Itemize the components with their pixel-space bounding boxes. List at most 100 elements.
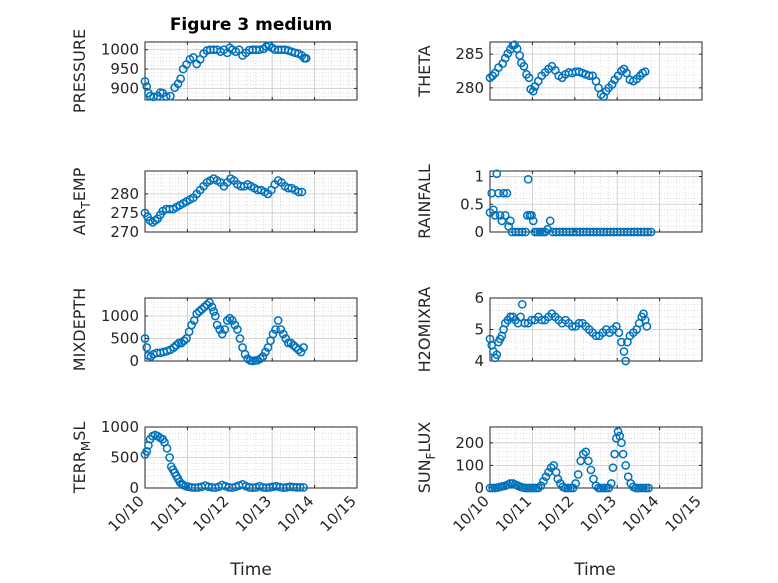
data-point xyxy=(233,325,242,334)
grid xyxy=(490,298,702,361)
data-point xyxy=(207,302,217,312)
data-point xyxy=(621,461,631,470)
data-point xyxy=(646,227,656,237)
data-point xyxy=(642,322,652,331)
subplot-2: 280 285 THETA xyxy=(415,40,703,101)
y-axis-label: AIRTEMP xyxy=(70,167,93,235)
x-tick-label: 10/13 xyxy=(232,492,275,535)
y-axis-label: H2OMIXRA xyxy=(415,287,434,373)
x-tick-label: 10/10 xyxy=(105,492,148,535)
data-point xyxy=(516,312,525,322)
x-tick-label: 10/12 xyxy=(189,492,232,535)
y-tick-label: 5 xyxy=(474,321,484,339)
data-point xyxy=(515,51,525,60)
data-point xyxy=(492,350,502,360)
data-point xyxy=(535,227,545,237)
y-tick-label: 900 xyxy=(110,79,139,97)
y-tick-label: 0 xyxy=(474,223,484,241)
y-axis-label: PRESSURE xyxy=(70,29,89,113)
data-point xyxy=(289,340,298,350)
data-point xyxy=(613,427,623,436)
data-point xyxy=(566,483,575,493)
grid xyxy=(145,171,357,232)
data-point xyxy=(500,53,510,63)
data-point xyxy=(209,307,219,316)
x-tick-label: 10/14 xyxy=(619,492,662,535)
data-point xyxy=(506,216,515,226)
data-point xyxy=(619,347,629,356)
data-point xyxy=(169,343,179,352)
data-point xyxy=(578,449,588,459)
subplot-4: 0 0.5 1 RAINFALL xyxy=(415,164,703,241)
data-point xyxy=(176,74,185,84)
data-point xyxy=(278,329,288,339)
data-point xyxy=(258,352,268,361)
data-point xyxy=(494,188,503,198)
subplot-7: 0 500 1000 10/10 10/11 10/12 10/13 10/14 10/15 TE… xyxy=(70,418,360,535)
data-point xyxy=(220,325,230,334)
data-point xyxy=(527,211,536,220)
data-point xyxy=(573,470,583,479)
data-point xyxy=(255,354,265,364)
data-point xyxy=(165,453,174,462)
data-point xyxy=(488,71,497,81)
figure-title: Figure 3 medium xyxy=(170,15,332,35)
data-point xyxy=(295,483,305,492)
data-series xyxy=(140,174,307,227)
y-tick-label: 4 xyxy=(474,352,484,370)
data-point xyxy=(142,343,152,352)
data-point xyxy=(528,216,538,226)
data-point xyxy=(591,331,601,341)
data-point xyxy=(533,483,543,493)
data-point xyxy=(215,325,224,334)
data-point xyxy=(281,334,291,343)
subplot-8: 0 100 200 10/10 10/11 10/12 10/13 10/14 10/15 SUN… xyxy=(415,422,705,536)
data-point xyxy=(192,309,202,319)
data-point xyxy=(166,91,175,101)
data-point xyxy=(522,211,532,220)
data-point xyxy=(539,476,548,486)
data-series xyxy=(485,40,650,101)
y-axis-label: SUNFLUX xyxy=(415,422,438,494)
data-point xyxy=(601,483,611,493)
x-tick-label: 10/12 xyxy=(534,492,577,535)
data-point xyxy=(584,71,594,81)
data-point xyxy=(528,483,538,493)
data-point xyxy=(604,483,614,493)
y-tick-label: 0 xyxy=(474,479,484,497)
axes-box xyxy=(489,426,703,489)
data-point xyxy=(202,300,212,310)
data-point xyxy=(140,334,150,343)
data-point xyxy=(586,465,596,475)
data-point xyxy=(521,227,530,237)
data-series xyxy=(485,169,656,237)
data-point xyxy=(517,299,527,309)
data-point xyxy=(574,318,584,328)
data-point xyxy=(286,338,296,348)
data-series xyxy=(485,299,652,366)
y-axis-label: MIXDEPTH xyxy=(70,288,89,371)
data-point xyxy=(641,483,651,493)
data-point xyxy=(240,349,250,359)
data-point xyxy=(610,449,620,459)
y-tick-label: 100 xyxy=(455,456,484,474)
data-point xyxy=(173,79,183,89)
x-tick-label: 10/15 xyxy=(662,492,705,535)
data-point xyxy=(591,481,601,491)
data-point xyxy=(537,315,547,325)
y-tick-label: 950 xyxy=(110,60,139,78)
data-point xyxy=(621,356,631,366)
data-point xyxy=(584,456,593,466)
data-point xyxy=(301,53,311,63)
data-point xyxy=(571,479,580,488)
data-point xyxy=(294,187,303,197)
data-point xyxy=(299,343,308,352)
subplot-6: 4 5 6 H2OMIXRA xyxy=(415,287,703,373)
data-point xyxy=(140,77,150,86)
data-point xyxy=(268,329,278,339)
grid xyxy=(490,427,702,488)
subplot-5: 0 500 1000 MIXDEPTH xyxy=(70,288,358,371)
data-point xyxy=(492,169,502,179)
